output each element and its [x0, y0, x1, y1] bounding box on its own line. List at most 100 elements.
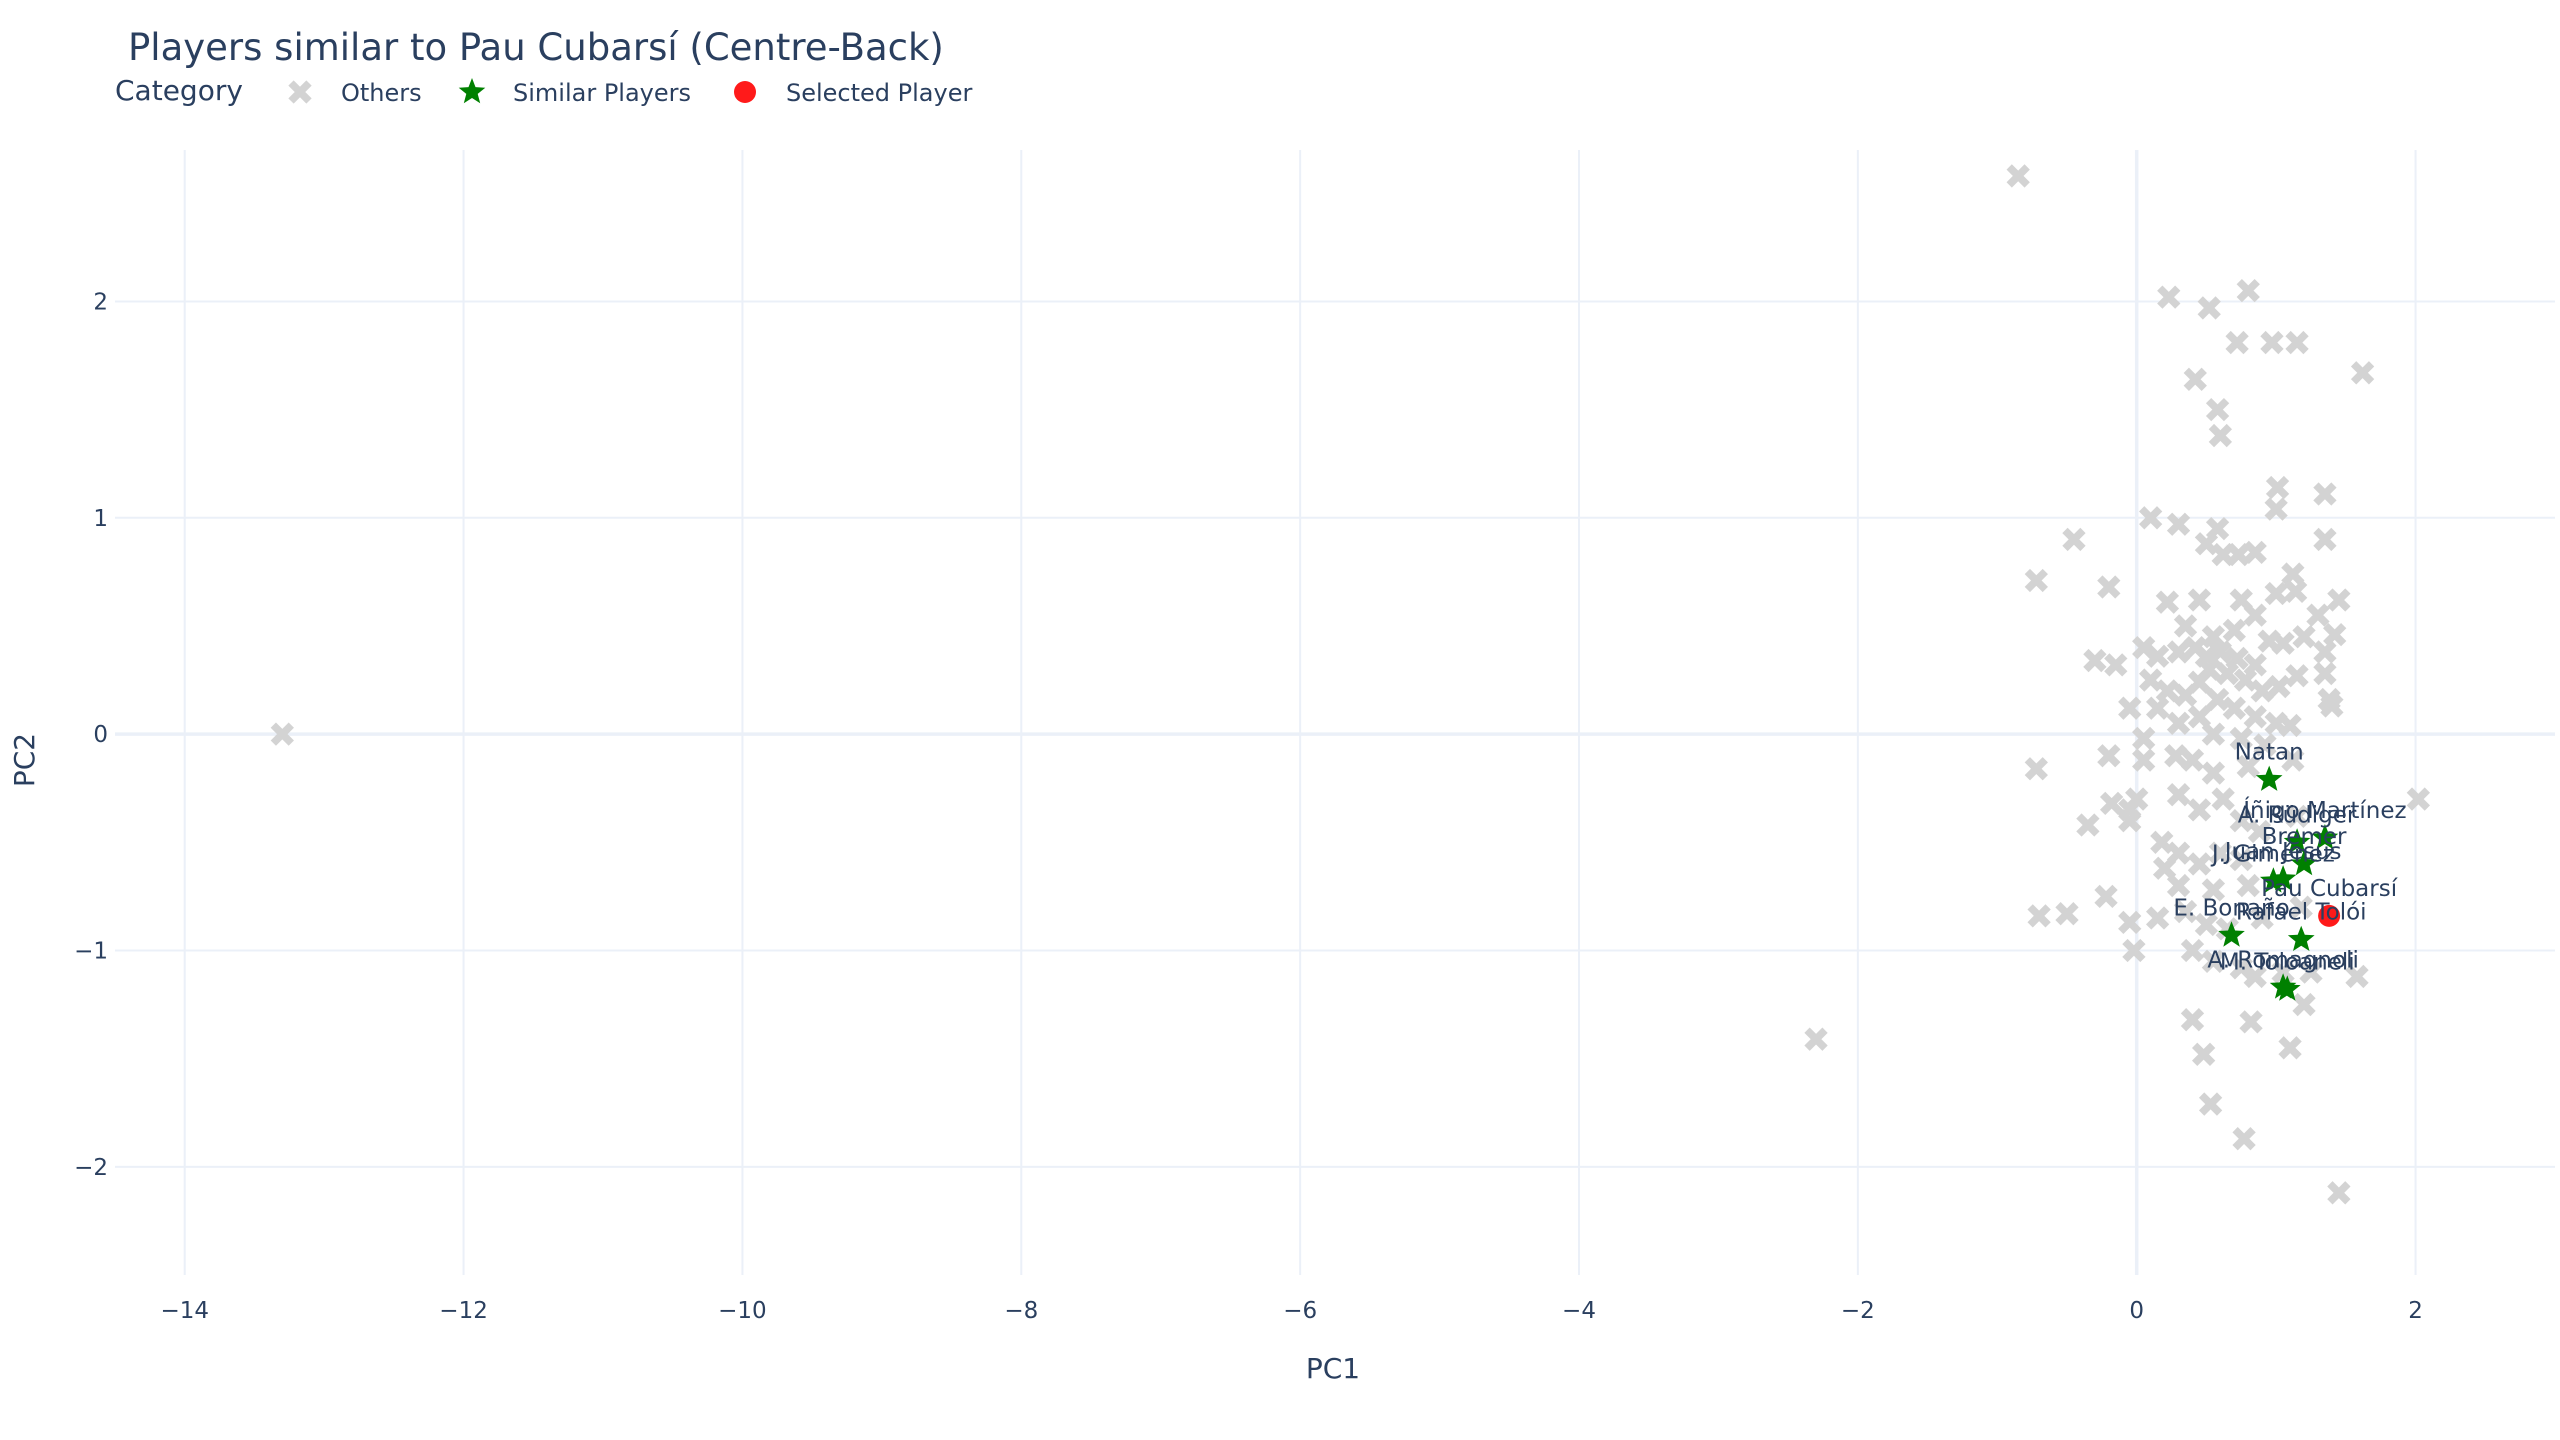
legend-circle-icon	[734, 81, 756, 103]
other-player-point	[2284, 579, 2308, 603]
legend-star-icon	[458, 78, 486, 104]
legend-item[interactable]: Similar Players	[458, 78, 691, 107]
other-player-point	[2201, 949, 2226, 973]
other-player-point	[2222, 696, 2246, 720]
other-player-point	[2187, 852, 2212, 876]
other-player-point	[2166, 640, 2191, 664]
other-player-point	[2226, 542, 2251, 567]
other-player-point	[2205, 397, 2230, 422]
x-tick-label: 0	[2129, 1298, 2144, 1324]
other-player-point	[2320, 694, 2344, 718]
other-player-point	[2281, 562, 2305, 586]
other-player-point	[2201, 722, 2226, 746]
other-player-point	[2145, 644, 2170, 668]
other-player-point	[2150, 830, 2174, 854]
other-player-point	[2155, 679, 2180, 703]
other-player-point	[2094, 884, 2118, 909]
point-label: E. Bonaño	[2173, 895, 2289, 921]
other-player-point	[2271, 960, 2295, 984]
other-player-point	[2187, 798, 2212, 822]
legend-title: Category	[115, 74, 243, 107]
other-player-point	[2118, 910, 2142, 935]
point-label: A. Rüdiger	[2238, 802, 2357, 828]
y-tick-label: 2	[93, 289, 108, 315]
data-points	[270, 164, 2431, 1205]
other-player-point	[2197, 296, 2221, 320]
other-player-point	[2205, 516, 2230, 541]
other-player-point	[2264, 497, 2288, 521]
other-player-point	[2180, 748, 2205, 772]
other-player-point	[2208, 640, 2233, 664]
other-player-point	[270, 722, 294, 746]
other-player-point	[2187, 705, 2212, 729]
other-player-point	[2225, 646, 2249, 671]
other-player-point	[2285, 664, 2309, 688]
other-player-point	[2243, 540, 2267, 565]
other-player-point	[2232, 1127, 2256, 1151]
point-label: Pau Cubarsí	[2261, 876, 2398, 902]
other-player-point	[2139, 506, 2163, 530]
other-player-point	[2350, 361, 2375, 385]
other-player-point	[2247, 819, 2272, 844]
other-player-point	[2062, 527, 2086, 552]
other-player-point	[2236, 873, 2260, 898]
other-player-point	[2205, 687, 2230, 712]
other-player-point	[2250, 679, 2274, 703]
other-player-point	[2229, 726, 2253, 751]
other-player-point	[2313, 640, 2337, 664]
selected-player-point	[2318, 904, 2341, 927]
other-player-point	[2313, 527, 2337, 552]
other-player-point	[2201, 761, 2226, 785]
other-player-point	[2152, 856, 2177, 880]
other-player-point	[2132, 748, 2156, 772]
other-player-point	[2285, 804, 2309, 828]
legend-label: Others	[341, 79, 422, 107]
other-player-point	[2222, 618, 2246, 642]
other-player-point	[2097, 744, 2121, 768]
y-axis-label: PC2	[8, 733, 41, 787]
chart-title: Players similar to Pau Cubarsí (Centre-B…	[128, 26, 944, 69]
legend-item[interactable]: Selected Player	[734, 79, 972, 107]
other-player-point	[2166, 512, 2191, 536]
similar-player-point	[2287, 925, 2315, 951]
other-player-point	[2006, 164, 2030, 188]
y-tick-label: 0	[93, 722, 108, 748]
similar-player-point	[2311, 824, 2339, 850]
x-tick-label: −6	[1283, 1298, 1317, 1324]
other-player-point	[2198, 1092, 2223, 1116]
other-player-point	[2285, 330, 2309, 355]
other-player-point	[2271, 631, 2295, 655]
point-label: Bremer	[2262, 824, 2347, 850]
legend-x-icon	[288, 80, 312, 104]
other-player-point	[2264, 581, 2288, 606]
legend-label: Similar Players	[513, 79, 691, 107]
point-label: Juan Jesus	[2223, 839, 2342, 865]
other-player-point	[2139, 668, 2163, 692]
other-player-point	[2233, 668, 2258, 692]
point-label: J. Giménez	[2210, 841, 2335, 867]
other-player-point	[2239, 1010, 2263, 1034]
other-player-point	[2278, 1036, 2302, 1060]
similar-player-point	[2260, 867, 2287, 893]
point-label: Íñigo Martínez	[2243, 796, 2406, 824]
similar-player-point	[2255, 765, 2283, 791]
similar-player-point	[2290, 849, 2318, 876]
similar-player-point	[2218, 921, 2245, 947]
point-label: A. Romagnoli	[2207, 947, 2359, 973]
other-player-point	[2187, 670, 2212, 694]
other-player-point	[2215, 661, 2239, 686]
other-player-point	[2180, 1008, 2205, 1032]
other-player-point	[2211, 787, 2235, 811]
other-player-point	[2173, 899, 2198, 924]
other-player-point	[2164, 744, 2188, 768]
other-player-point	[2076, 813, 2100, 837]
legend-item[interactable]: Others	[288, 79, 422, 107]
point-label: Rafael Tolói	[2236, 900, 2367, 926]
other-player-point	[2306, 603, 2330, 627]
other-player-point	[2313, 661, 2337, 686]
other-player-point	[2173, 614, 2198, 638]
